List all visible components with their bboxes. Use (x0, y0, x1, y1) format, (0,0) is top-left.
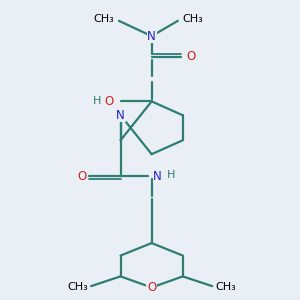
Text: CH₃: CH₃ (215, 283, 236, 292)
Text: H: H (93, 96, 101, 106)
Text: CH₃: CH₃ (67, 283, 88, 292)
Text: O: O (147, 281, 156, 294)
Text: N: N (147, 30, 156, 43)
Text: O: O (105, 95, 114, 108)
Text: O: O (186, 50, 195, 63)
Text: CH₃: CH₃ (93, 14, 114, 24)
Text: CH₃: CH₃ (183, 14, 203, 24)
Text: N: N (116, 109, 125, 122)
Text: H: H (167, 170, 176, 180)
Text: O: O (77, 170, 86, 183)
Text: N: N (153, 170, 162, 183)
